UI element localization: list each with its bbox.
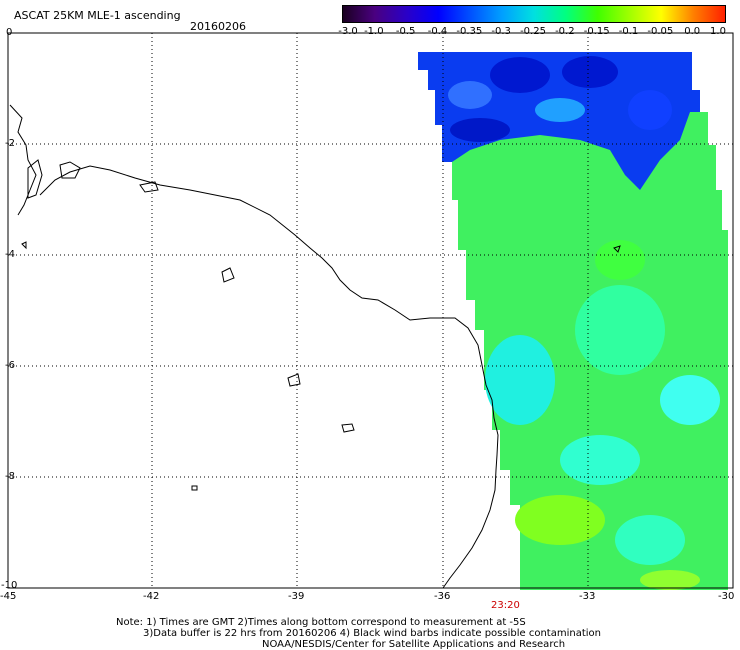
- x-tick-label: -30: [718, 591, 735, 602]
- y-tick-label: -4: [5, 249, 15, 260]
- note-line-3: NOAA/NESDIS/Center for Satellite Applica…: [262, 639, 566, 650]
- y-tick-label: 0: [6, 27, 13, 38]
- colorbar-label: -0.3: [491, 26, 511, 37]
- y-tick-label: -6: [5, 360, 15, 371]
- colorbar-label: -0.25: [520, 26, 546, 37]
- map-title: ASCAT 25KM MLE-1 ascending: [14, 9, 181, 22]
- x-tick-label: -39: [288, 591, 305, 602]
- colorbar-label: -0.2: [555, 26, 575, 37]
- colorbar-label: -0.1: [618, 26, 639, 37]
- x-tick-label: -33: [579, 591, 596, 602]
- colorbar-label: -0.15: [583, 26, 610, 37]
- colorbar-label: -3.0: [338, 26, 358, 37]
- colorbar-label: 1.0: [710, 26, 726, 37]
- note-line-2: 3)Data buffer is 22 hrs from 20160206 4)…: [143, 628, 601, 639]
- grid-lines: [8, 33, 733, 588]
- data-swath: [418, 52, 728, 590]
- x-tick-label: -42: [143, 591, 160, 602]
- map-date: 20160206: [190, 20, 246, 33]
- colorbar-label: -0.4: [427, 26, 448, 37]
- coastline: [9, 104, 621, 589]
- y-tick-label: -10: [1, 580, 18, 591]
- x-tick-label: -45: [0, 591, 17, 602]
- colorbar-label: 0.0: [684, 26, 701, 37]
- colorbar-label: -0.35: [456, 26, 483, 37]
- x-tick-label: -36: [434, 591, 451, 602]
- map-frame: [7, 32, 734, 589]
- colorbar-label: -1.0: [364, 26, 384, 37]
- time-label: 23:20: [491, 600, 520, 611]
- note-line-1: Note: 1) Times are GMT 2)Times along bot…: [116, 617, 526, 628]
- y-tick-label: -8: [5, 471, 15, 482]
- colorbar: [342, 5, 726, 23]
- colorbar-label: -0.5: [395, 26, 416, 37]
- y-tick-label: -2: [5, 138, 15, 149]
- colorbar-label: -0.05: [647, 26, 674, 37]
